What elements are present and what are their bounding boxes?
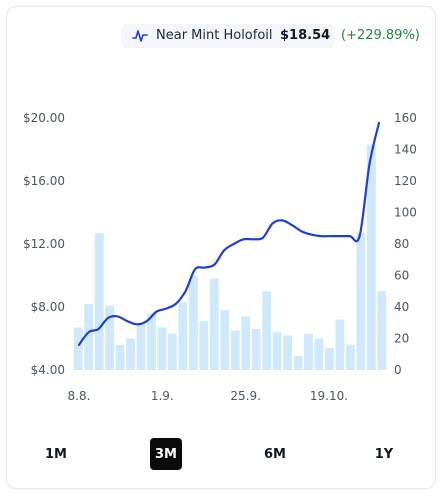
y-right-tick-label: 120 (394, 174, 417, 188)
range-button-6m[interactable]: 6M (264, 446, 286, 462)
volume-bar (126, 338, 135, 370)
volume-bar (345, 344, 355, 370)
y-left-tick-label: $12.00 (23, 237, 65, 251)
volume-bar (356, 232, 366, 370)
volume-bar (178, 302, 188, 370)
volume-bar (73, 327, 83, 370)
volume-bar (377, 291, 387, 370)
volume-bar (209, 278, 219, 370)
volume-bar (220, 310, 230, 370)
volume-bar (199, 321, 209, 370)
volume-bar (262, 291, 272, 370)
x-tick-label: 8.8. (68, 389, 91, 403)
volume-bar (115, 344, 125, 370)
y-right-tick-label: 140 (394, 143, 417, 157)
legend-change: (+229.89%) (341, 28, 420, 43)
y-right-tick-label: 0 (394, 363, 402, 377)
range-button-1y[interactable]: 1Y (374, 446, 394, 462)
line-chart-icon (132, 30, 148, 42)
price-line (77, 121, 381, 346)
legend (121, 24, 335, 48)
y-right-tick-label: 80 (394, 237, 409, 251)
volume-bar (188, 275, 198, 370)
y-left-tick-label: $20.00 (23, 111, 65, 125)
y-left-tick-label: $4.00 (31, 363, 65, 377)
y-right-tick-label: 20 (394, 332, 409, 346)
volume-bar (335, 319, 345, 370)
x-tick-label: 1.9. (151, 389, 174, 403)
volume-bar (84, 303, 94, 370)
volume-bar (241, 316, 251, 370)
volume-bar (230, 330, 240, 371)
volume-bar (147, 313, 156, 370)
volume-bar (136, 322, 146, 370)
range-button-1m[interactable]: 1M (45, 446, 67, 462)
volume-bar (293, 355, 303, 370)
x-tick-label: 19.10. (310, 389, 348, 403)
legend-price: $18.54 (280, 28, 331, 43)
volume-bar (283, 335, 292, 370)
y-right-tick-label: 60 (394, 269, 409, 283)
legend-series-name: Near Mint Holofoil (156, 28, 273, 43)
volume-bar (325, 347, 334, 370)
y-right-tick-label: 100 (394, 206, 417, 220)
range-button-3m[interactable]: 3M (150, 438, 182, 470)
volume-bar (94, 232, 104, 370)
y-left-tick-label: $16.00 (23, 174, 65, 188)
y-right-tick-label: 160 (394, 111, 417, 125)
x-tick-label: 25.9. (230, 389, 261, 403)
volume-bar (366, 144, 376, 370)
volume-bar (251, 329, 261, 370)
volume-bar (272, 332, 282, 370)
volume-bar (168, 333, 177, 370)
volume-bar (157, 327, 167, 370)
volume-bar (105, 305, 115, 370)
y-left-tick-label: $8.00 (31, 300, 65, 314)
volume-bar (314, 338, 324, 370)
volume-bar (304, 333, 313, 370)
y-right-tick-label: 40 (394, 300, 409, 314)
